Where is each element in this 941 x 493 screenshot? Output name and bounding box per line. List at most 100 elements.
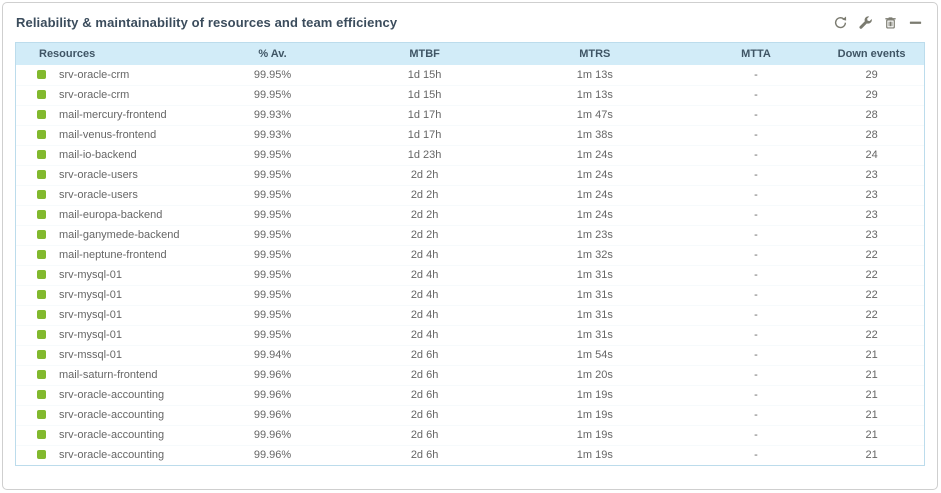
widget-header: Reliability & maintainability of resourc… [3, 3, 937, 41]
mtrs-cell: 1m 19s [576, 449, 613, 462]
status-ok-square-icon [37, 90, 46, 99]
resource-name: srv-mysql-01 [59, 309, 122, 321]
down-events-cell: 21 [833, 345, 924, 366]
mtta-cell: - [678, 105, 834, 126]
mtta-cell: - [678, 325, 834, 346]
availability-cell: 99.94% [206, 345, 339, 366]
resource-cell: srv-oracle-crm [16, 85, 207, 106]
mtrs-cell: 1m 47s [510, 105, 679, 126]
down-events-cell: 22 [833, 325, 924, 346]
mtbf-cell: 1d 15h [338, 85, 511, 106]
mtrs-cell: 1m 19s [510, 405, 679, 426]
down-events-cell: 29 [833, 65, 924, 86]
mtta-cell: - [678, 65, 834, 86]
table-row: mail-ganymede-backend 99.95% 2d 2h 1m 23s -2… [16, 225, 924, 246]
mtrs-cell: 1m 19s [510, 385, 679, 406]
wrench-icon[interactable] [857, 14, 873, 30]
table-row: srv-mysql-01 99.95% 2d 4h 1m 31s -22 [16, 325, 924, 346]
down-events-cell: 21 [833, 425, 924, 446]
resource-name: mail-venus-frontend [59, 129, 157, 141]
resource-name: mail-ganymede-backend [59, 229, 180, 241]
resource-cell: srv-oracle-accounting [16, 385, 207, 406]
mtrs-cell: 1m 31s [510, 265, 679, 286]
status-ok-square-icon [37, 190, 46, 199]
resource-name: srv-oracle-users [59, 169, 138, 181]
mtbf-cell: 2d 6h [338, 405, 511, 426]
mtrs-cell: 1m 19s [510, 425, 679, 446]
status-ok-square-icon [37, 330, 46, 339]
mtta-cell: - [678, 425, 834, 446]
status-ok-square-icon [37, 230, 46, 239]
table-row: srv-oracle-accounting 99.96% 2d 6h 1m 19s -2… [16, 425, 924, 446]
availability-cell: 99.96% [206, 405, 339, 426]
mtrs-cell: 1m 24s [510, 185, 679, 206]
table-row: srv-mysql-01 99.95% 2d 4h 1m 31s -22 [16, 305, 924, 326]
mtbf-cell: 2d 4h [338, 325, 511, 346]
availability-cell: 99.96% [206, 425, 339, 446]
resource-cell: srv-oracle-accounting [16, 405, 207, 426]
table-row: srv-mysql-01 99.95% 2d 4h 1m 31s -22 [16, 265, 924, 286]
down-events-cell: 21 [833, 405, 924, 426]
status-ok-square-icon [37, 250, 46, 259]
table-row: srv-oracle-crm 99.95% 1d 15h 1m 13s -29 [16, 65, 924, 86]
status-ok-square-icon [37, 150, 46, 159]
mtbf-cell: 1d 23h [338, 145, 511, 166]
mtta-cell: - [678, 165, 834, 186]
table-row: mail-io-backend 99.95% 1d 23h 1m 24s -24 [16, 145, 924, 166]
mtta-cell: - [678, 125, 834, 146]
column-header-mtrs: MTRS [510, 43, 679, 65]
resource-name: srv-mysql-01 [59, 289, 122, 301]
column-header-resource: Resources [16, 43, 207, 65]
mtta-cell: - [678, 365, 834, 386]
availability-cell: 99.95% [206, 285, 339, 306]
mtta-cell: - [678, 305, 834, 326]
resource-cell: srv-oracle-accounting [16, 445, 207, 465]
status-ok-square-icon [37, 290, 46, 299]
table-row: mail-mercury-frontend 99.93% 1d 17h 1m 47s -… [16, 105, 924, 126]
status-ok-square-icon [37, 370, 46, 379]
resource-cell: srv-mysql-01 [16, 325, 207, 346]
down-events-cell: 22 [833, 245, 924, 266]
resource-cell: srv-mysql-01 [16, 265, 207, 286]
minimize-icon[interactable] [907, 14, 923, 30]
resource-name: mail-io-backend [59, 149, 137, 161]
mtbf-cell: 1d 15h [338, 65, 511, 86]
resource-cell: mail-europa-backend [16, 205, 207, 226]
resource-cell: mail-ganymede-backend [16, 225, 207, 246]
table-row: mail-venus-frontend 99.93% 1d 17h 1m 38s -28 [16, 125, 924, 146]
availability-cell: 99.96% [206, 365, 339, 386]
mtbf-cell: 2d 6h [338, 385, 511, 406]
mtbf-cell: 2d 4h [338, 265, 511, 286]
resource-name: srv-oracle-crm [59, 89, 130, 101]
down-events-cell: 21 [833, 385, 924, 406]
mtrs-cell: 1m 38s [510, 125, 679, 146]
mtbf-cell: 2d 2h [338, 185, 511, 206]
availability-cell: 99.95% [206, 325, 339, 346]
resource-cell: srv-mssql-01 [16, 345, 207, 366]
status-ok-square-icon [37, 69, 46, 79]
mtta-cell: - [678, 145, 834, 166]
status-ok-square-icon [37, 390, 46, 399]
availability-cell: 99.95% [206, 205, 339, 226]
down-events-cell: 21 [865, 449, 878, 462]
resource-cell: srv-mysql-01 [16, 285, 207, 306]
status-ok-square-icon [37, 170, 46, 179]
mtrs-cell: 1m 23s [510, 225, 679, 246]
mtta-cell: - [678, 185, 834, 206]
availability-cell: 99.95% [206, 85, 339, 106]
mtta-cell: - [678, 265, 834, 286]
mtbf-cell: 2d 4h [338, 285, 511, 306]
trash-icon[interactable] [882, 14, 898, 30]
down-events-cell: 22 [833, 285, 924, 306]
down-events-cell: 21 [833, 365, 924, 386]
mtrs-cell: 1m 54s [510, 345, 679, 366]
refresh-icon[interactable] [832, 14, 848, 30]
mtta-cell: - [678, 345, 834, 366]
resource-name: srv-oracle-users [59, 189, 138, 201]
resource-cell: mail-io-backend [16, 145, 207, 166]
status-ok-square-icon [37, 450, 46, 460]
table-header-row: Resources% Av. MTBF MTRS MTTA Down events [16, 43, 924, 65]
availability-cell: 99.95% [206, 65, 339, 86]
mtbf-cell: 2d 6h [410, 449, 439, 462]
